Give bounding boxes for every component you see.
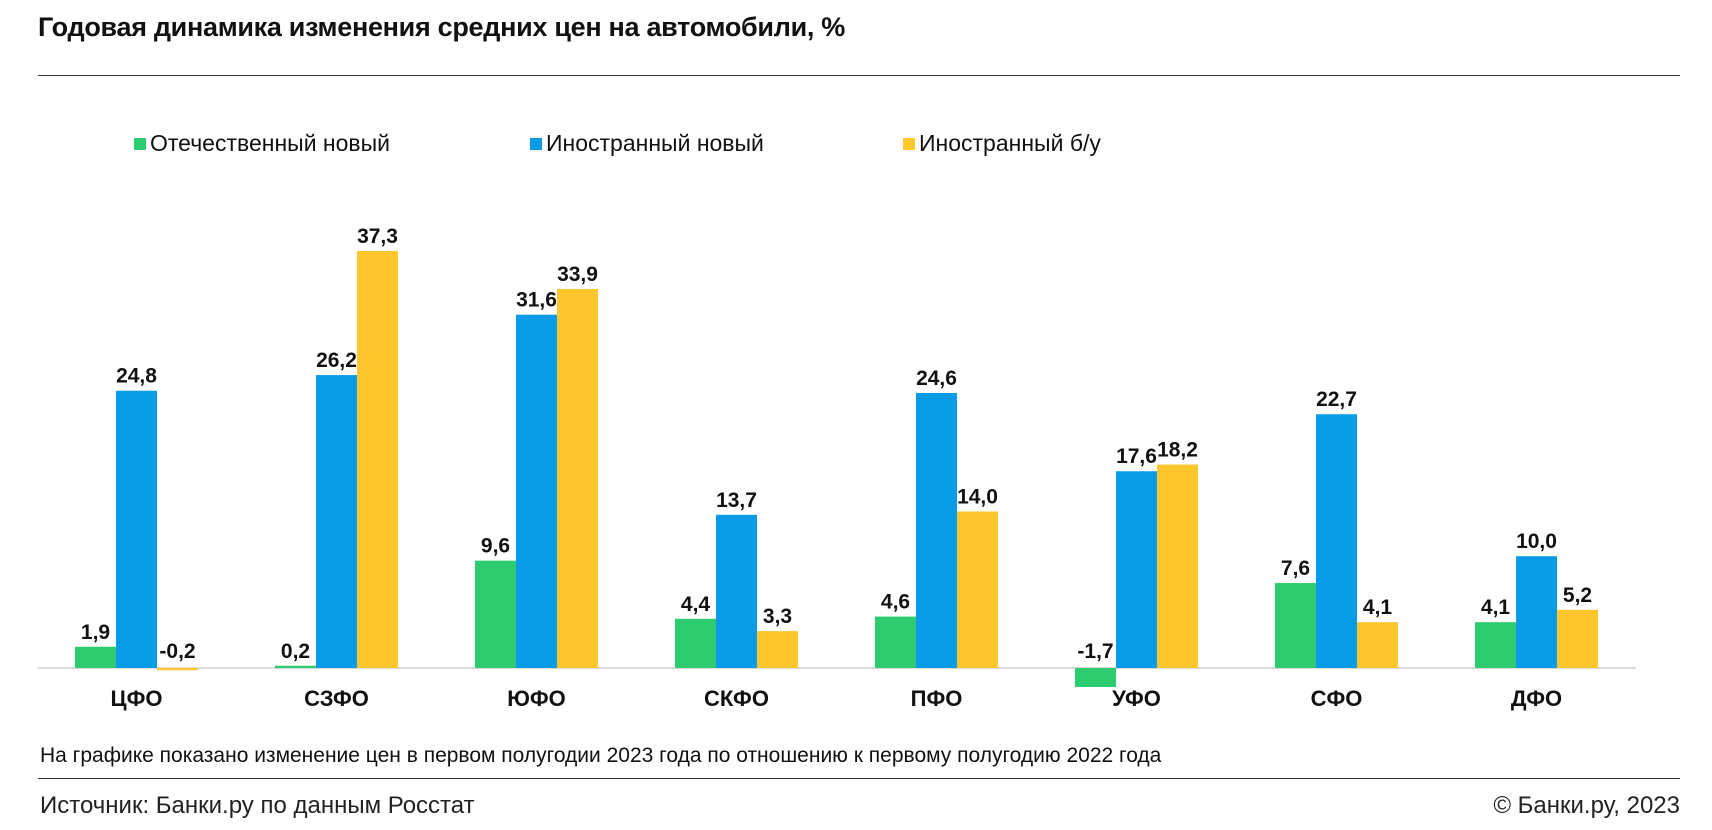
category-tick-label: СКФО [704,686,769,711]
bar [275,665,316,668]
bar [475,560,516,668]
legend-label: Иностранный новый [546,130,764,156]
data-label: 22,7 [1316,388,1357,411]
bar [1557,609,1598,668]
legend-item-domestic-new: Отечественный новый [134,130,390,157]
bar [1357,622,1398,668]
legend-label: Отечественный новый [150,130,391,156]
chart-note: На графике показано изменение цен в перв… [40,744,1162,767]
legend-item-foreign-new: Иностранный новый [530,130,764,157]
title-divider [38,75,1680,76]
data-label: 5,2 [1563,584,1592,607]
legend-swatch-yellow [903,137,915,150]
data-label: 0,2 [281,640,310,663]
data-label: 18,2 [1157,439,1198,462]
data-label: 17,6 [1116,445,1157,468]
data-label: 3,3 [763,605,792,628]
bar [1116,471,1157,668]
category-tick-label: ЦФО [111,686,163,711]
data-label: 37,3 [357,225,398,248]
bar [875,616,916,668]
data-label: 1,9 [81,621,110,644]
data-label: -0,2 [159,640,195,663]
data-label: 14,0 [957,485,998,508]
data-label: 13,7 [716,489,757,512]
data-label: 4,1 [1363,596,1393,619]
bar [75,646,116,668]
legend-swatch-blue [530,137,542,150]
category-tick-label: ПФО [911,686,963,711]
bar-chart: 1,9 24,8 -0,2 ЦФО 0,2 26,2 37,3 СЗФО 9,6 31,633,9… [38,225,1636,711]
bar [957,511,998,668]
data-label: 31,6 [516,289,557,312]
data-label: 10,0 [1516,530,1557,553]
copyright-text: © Банки.ру, 2023 [1493,792,1680,819]
legend-item-foreign-used: Иностранный б/у [903,130,1101,157]
bar [357,250,398,668]
bar [1475,622,1516,668]
bar [316,375,357,668]
bar [1516,556,1557,668]
bar [1075,668,1116,688]
legend-swatch-green [134,137,146,150]
bar [1275,583,1316,668]
data-label: 26,2 [316,349,357,372]
bar [716,514,757,668]
data-label: 4,6 [881,591,910,614]
legend: Отечественный новый Иностранный новый Ин… [0,130,1712,160]
legend-label: Иностранный б/у [919,130,1101,156]
data-label: 33,9 [557,263,598,286]
category-tick-label: ЮФО [507,686,566,711]
bar [1157,464,1198,668]
data-label: 24,8 [116,365,157,388]
data-label: 9,6 [481,535,510,558]
category-tick-label: ДФО [1511,686,1562,711]
bar [1316,414,1357,668]
category-tick-label: СЗФО [304,686,369,711]
data-label: 4,1 [1481,596,1511,619]
data-label: 24,6 [916,367,957,390]
category-tick-label: УФО [1112,686,1161,711]
bar [675,618,716,668]
data-label: 7,6 [1281,557,1310,580]
source-text: Источник: Банки.ру по данным Росстат [40,792,475,819]
category-tick-label: СФО [1311,686,1363,711]
bar [557,288,598,668]
data-label: 4,4 [681,593,711,616]
bar [757,631,798,668]
bar [916,392,957,668]
data-label: -1,7 [1077,640,1113,663]
bar [116,390,157,668]
footer-divider [38,778,1680,779]
chart-title: Годовая динамика изменения средних цен н… [38,12,845,42]
bar [516,314,557,668]
bar [157,668,198,671]
